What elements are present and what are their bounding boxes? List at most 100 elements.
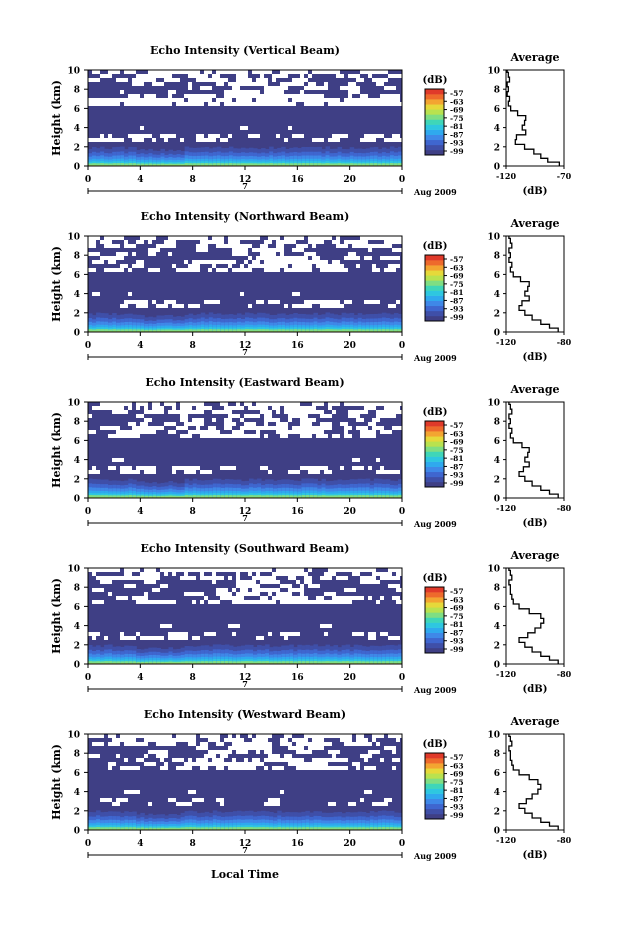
heatmap-gap [292, 588, 304, 592]
heatmap-cell [337, 495, 343, 498]
heatmap-gap [264, 82, 268, 86]
heatmap-gap [204, 236, 208, 240]
heatmap-gap [160, 98, 172, 102]
colorbar-tick-label: -87 [450, 130, 464, 139]
heatmap-gap [320, 576, 332, 580]
heatmap-gap [396, 734, 404, 738]
average-y-tick-label: 8 [494, 418, 500, 428]
heatmap-cell [309, 827, 314, 830]
heatmap-cell [116, 827, 121, 830]
heatmap-gap [236, 624, 240, 628]
colorbar-segment [425, 139, 444, 146]
heatmap-gap [224, 402, 228, 406]
heatmap-gap [148, 268, 160, 272]
heatmap-cell [196, 661, 202, 664]
heatmap-gap [272, 102, 276, 106]
heatmap-gap [176, 636, 188, 640]
heatmap-gap [384, 406, 392, 410]
heatmap-cell [160, 163, 165, 166]
heatmap-gap [176, 766, 184, 770]
heatmap-gap [280, 434, 284, 438]
heatmap-gap [264, 746, 272, 750]
heatmap-gap [380, 236, 384, 240]
heatmap-gap [136, 600, 148, 604]
average-y-tick-label: 2 [494, 641, 500, 651]
heatmap-cell [188, 661, 194, 664]
heatmap-gap [168, 78, 180, 82]
heatmap-gap [120, 90, 124, 94]
heatmap-gap [196, 248, 208, 252]
heatmap-cell [176, 163, 182, 166]
colorbar-title: (dB) [423, 739, 448, 750]
heatmap-gap [264, 596, 268, 600]
heatmap-gap [204, 98, 212, 102]
colorbar-segment [425, 632, 444, 639]
heatmap-cell [249, 495, 254, 498]
heatmap-gap [196, 138, 204, 142]
y-tick-label: 0 [74, 163, 80, 173]
heatmap-gap [388, 256, 400, 260]
heatmap-gap [212, 418, 216, 422]
heatmap-cell [212, 661, 218, 664]
heatmap-gap [204, 632, 216, 636]
x-axis-label: Local Time [211, 868, 279, 881]
heatmap-gap [248, 422, 256, 426]
heatmap-gap [252, 434, 260, 438]
heatmap-gap [332, 754, 336, 758]
heatmap-gap [216, 766, 224, 770]
colorbar-segment [425, 612, 444, 618]
average-profile-line [506, 70, 561, 166]
date-label: Aug 2009 [413, 851, 457, 861]
heatmap-gap [316, 762, 320, 766]
colorbar-segment [425, 808, 444, 815]
heatmap-gap [116, 568, 120, 572]
heatmap-cell [184, 329, 190, 332]
heatmap-cell [393, 661, 399, 664]
heatmap-cell [156, 827, 161, 830]
heatmap-gap [260, 596, 264, 600]
heatmap-gap [156, 402, 160, 406]
heatmap-gap [144, 754, 148, 758]
colorbar-segment [425, 788, 444, 794]
heatmap-gap [128, 406, 132, 410]
colorbar-segment [425, 622, 444, 628]
colorbar-segment [425, 144, 444, 151]
heatmap-gap [340, 264, 344, 268]
heatmap-cell [253, 827, 258, 830]
heatmap-gap [316, 766, 328, 770]
heatmap-gap [388, 304, 392, 308]
y-tick-label: 6 [74, 603, 80, 613]
heatmap-gap [236, 734, 240, 738]
x-tick-label: 12 [239, 673, 252, 683]
heatmap-gap [308, 264, 312, 268]
heatmap-gap [300, 430, 304, 434]
heatmap-gap [392, 304, 396, 308]
heatmap-gap [248, 268, 252, 272]
heatmap-gap [216, 568, 228, 572]
heatmap-gap [324, 632, 328, 636]
heatmap-cell [188, 329, 194, 332]
heatmap-cell [277, 329, 282, 332]
heatmap-cell [136, 329, 141, 332]
heatmap-gap [256, 734, 260, 738]
heatmap-cell [349, 329, 355, 332]
heatmap-gap [264, 268, 268, 272]
heatmap-gap [296, 248, 304, 252]
heatmap-gap [192, 410, 204, 414]
heatmap-gap [232, 742, 244, 746]
colorbar-title: (dB) [423, 407, 448, 418]
heatmap-gap [156, 304, 164, 308]
heatmap-gap [228, 592, 232, 596]
x-tick-label: 0 [85, 507, 91, 517]
heatmap-cell [353, 827, 359, 830]
colorbar-tick-label: -93 [450, 637, 464, 646]
heatmap-gap [260, 738, 268, 742]
colorbar-frame [424, 88, 445, 156]
heatmap-cell [124, 661, 129, 664]
heatmap-gap [328, 304, 332, 308]
heatmap-gap [108, 592, 112, 596]
heatmap-gap [172, 98, 176, 102]
heatmap-gap [144, 78, 156, 82]
heatmap-gap [112, 802, 120, 806]
colorbar-segment [425, 305, 444, 312]
